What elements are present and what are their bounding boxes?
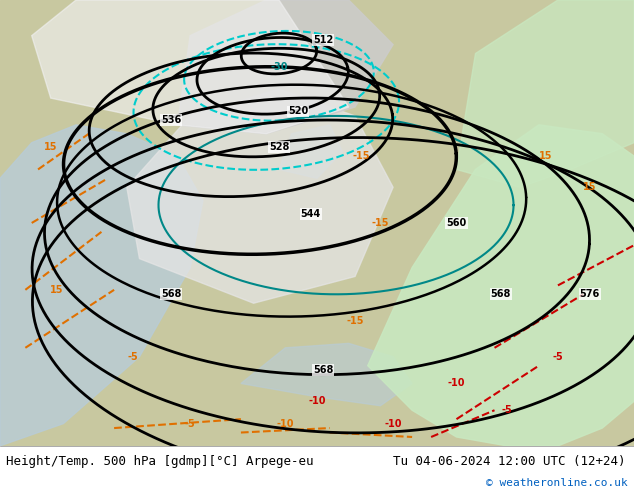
Text: -15: -15 <box>372 218 389 228</box>
Text: -30: -30 <box>270 62 288 72</box>
Text: -10: -10 <box>308 396 326 406</box>
Polygon shape <box>241 343 412 406</box>
Polygon shape <box>32 0 349 134</box>
Text: 544: 544 <box>301 209 321 219</box>
Text: 576: 576 <box>579 289 600 299</box>
Polygon shape <box>0 125 203 446</box>
Text: 568: 568 <box>491 289 511 299</box>
Text: 568: 568 <box>313 365 333 375</box>
Text: Height/Temp. 500 hPa [gdmp][°C] Arpege-eu: Height/Temp. 500 hPa [gdmp][°C] Arpege-e… <box>6 455 314 468</box>
Text: 560: 560 <box>446 218 467 228</box>
Text: 512: 512 <box>313 35 333 45</box>
Text: -5: -5 <box>553 352 563 362</box>
Text: 568: 568 <box>161 289 181 299</box>
Text: © weatheronline.co.uk: © weatheronline.co.uk <box>486 478 628 489</box>
Text: Tu 04-06-2024 12:00 UTC (12+24): Tu 04-06-2024 12:00 UTC (12+24) <box>393 455 626 468</box>
Text: -15: -15 <box>353 151 370 161</box>
Polygon shape <box>178 0 393 134</box>
Text: -5: -5 <box>128 352 138 362</box>
Text: -15: -15 <box>346 316 364 326</box>
Text: -5: -5 <box>502 405 512 415</box>
Text: 15: 15 <box>50 285 64 295</box>
Text: 15: 15 <box>538 151 552 161</box>
Polygon shape <box>127 89 393 303</box>
Text: 536: 536 <box>161 115 181 125</box>
Text: 520: 520 <box>288 106 308 117</box>
Text: 15: 15 <box>583 182 597 192</box>
Polygon shape <box>456 0 634 187</box>
Polygon shape <box>279 125 342 178</box>
Text: -10: -10 <box>384 418 402 429</box>
Text: -10: -10 <box>276 418 294 429</box>
Polygon shape <box>368 125 634 446</box>
Text: 15: 15 <box>44 142 58 152</box>
Polygon shape <box>0 0 634 446</box>
Text: -5: -5 <box>185 418 195 429</box>
Text: 528: 528 <box>269 142 289 152</box>
Text: -10: -10 <box>448 378 465 389</box>
